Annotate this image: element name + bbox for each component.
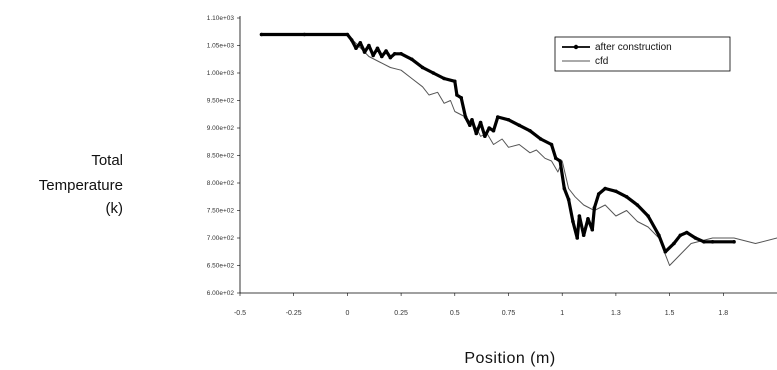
legend-box <box>554 36 731 72</box>
data-point-after-construction <box>549 142 554 147</box>
data-point-after-construction <box>586 216 590 221</box>
data-point-after-construction <box>672 241 676 246</box>
y-tick-label: 8.00e+02 <box>207 180 235 187</box>
data-point-after-construction <box>491 128 496 133</box>
data-point-after-construction <box>657 233 661 238</box>
y-tick-label: 1.00e+03 <box>207 70 235 77</box>
data-point-after-construction <box>388 55 393 60</box>
data-point-after-construction <box>345 32 350 37</box>
y-axis-label-line-2: Temperature <box>39 177 123 194</box>
data-point-after-construction <box>663 249 668 254</box>
y-tick-label: 8.50e+02 <box>207 153 235 160</box>
data-point-after-construction <box>470 117 474 122</box>
data-point-after-construction <box>558 159 562 163</box>
data-point-after-construction <box>358 40 363 45</box>
x-axis-label: Position (m) <box>464 350 555 367</box>
x-tick-label: 1.8 <box>718 310 728 317</box>
y-axis-label-line-1: Total <box>91 152 123 169</box>
x-tick-label: 1.3 <box>611 310 621 317</box>
data-point-after-construction <box>553 156 558 161</box>
y-axis-label: Total Temperature (k) <box>39 152 123 217</box>
y-ticks: 1.10e+03 1.05e+03 1.00e+03 9.50e+02 9.00e+02… <box>207 15 240 297</box>
data-point-after-construction <box>575 236 580 240</box>
data-point-after-construction <box>506 117 511 122</box>
x-tick-label: -0.25 <box>286 310 302 317</box>
data-point-after-construction <box>379 54 384 59</box>
series-line-cfd <box>346 34 777 266</box>
data-point-after-construction <box>646 214 650 218</box>
y-tick-label: 6.50e+02 <box>207 263 235 270</box>
data-point-after-construction <box>678 233 683 238</box>
legend-label-after-construction: after construction <box>595 42 672 53</box>
data-point-after-construction <box>302 32 307 37</box>
data-point-after-construction <box>349 38 354 42</box>
data-point-after-construction <box>495 115 500 119</box>
data-point-after-construction <box>624 194 629 199</box>
x-tick-label: 1.5 <box>665 310 675 317</box>
data-point-after-construction <box>538 137 543 141</box>
data-point-after-construction <box>410 57 414 62</box>
data-point-after-construction <box>614 189 618 194</box>
data-point-after-construction <box>371 53 375 58</box>
data-point-after-construction <box>517 123 522 128</box>
data-point-after-construction <box>487 126 491 130</box>
data-point-after-construction <box>455 93 459 97</box>
data-point-after-construction <box>375 46 380 51</box>
data-point-after-construction <box>354 46 358 51</box>
data-point-after-construction <box>566 197 571 202</box>
y-tick-label: 6.00e+02 <box>207 290 235 297</box>
data-point-after-construction <box>453 79 457 84</box>
legend-marker-after-construction <box>573 44 579 50</box>
y-tick-label: 7.50e+02 <box>207 208 235 215</box>
x-tick-label: -0.5 <box>234 310 246 317</box>
data-point-after-construction <box>571 219 575 224</box>
data-point-after-construction <box>431 71 436 75</box>
data-point-after-construction <box>459 95 464 100</box>
data-point-after-construction <box>590 227 595 232</box>
data-point-after-construction <box>528 128 532 133</box>
data-point-after-construction <box>392 51 397 56</box>
data-point-after-construction <box>684 230 689 235</box>
data-point-after-construction <box>483 134 487 139</box>
data-point-after-construction <box>463 115 468 119</box>
x-tick-label: 0.25 <box>394 310 408 317</box>
data-point-after-construction <box>581 233 586 238</box>
data-point-after-construction <box>603 186 607 191</box>
y-tick-label: 9.00e+02 <box>207 125 235 132</box>
data-point-after-construction <box>693 236 698 240</box>
data-point-after-construction <box>468 123 472 128</box>
data-point-after-construction <box>259 32 264 37</box>
y-tick-label: 7.00e+02 <box>207 235 235 242</box>
x-ticks: -0.5 -0.25 0 0.25 0.5 0.75 1 1.3 1.5 1.8 <box>234 293 728 317</box>
data-point-after-construction <box>710 240 715 244</box>
data-point-after-construction <box>592 205 597 210</box>
data-point-after-construction <box>732 240 736 244</box>
x-tick-label: 0.75 <box>502 310 516 317</box>
legend: after construction cfd <box>554 36 731 72</box>
y-tick-label: 9.50e+02 <box>207 98 235 105</box>
data-point-after-construction <box>702 240 706 244</box>
data-point-after-construction <box>420 65 425 70</box>
series-layer <box>259 32 777 266</box>
data-point-after-construction <box>577 214 582 218</box>
data-point-after-construction <box>384 49 388 53</box>
data-point-after-construction <box>474 131 479 136</box>
legend-label-cfd: cfd <box>595 56 608 67</box>
data-point-after-construction <box>562 186 567 191</box>
data-point-after-construction <box>635 203 640 207</box>
y-tick-label: 1.10e+03 <box>207 15 235 22</box>
data-point-after-construction <box>399 51 403 56</box>
data-point-after-construction <box>478 120 483 125</box>
data-point-after-construction <box>367 43 371 48</box>
y-tick-label: 1.05e+03 <box>207 43 235 50</box>
x-tick-label: 0 <box>345 310 349 317</box>
x-tick-label: 0.5 <box>450 310 460 317</box>
x-tick-label: 1 <box>560 310 564 317</box>
data-point-after-construction <box>362 50 367 54</box>
data-point-after-construction <box>596 192 601 196</box>
data-point-after-construction <box>442 76 446 81</box>
y-axis-label-line-3: (k) <box>106 200 124 217</box>
